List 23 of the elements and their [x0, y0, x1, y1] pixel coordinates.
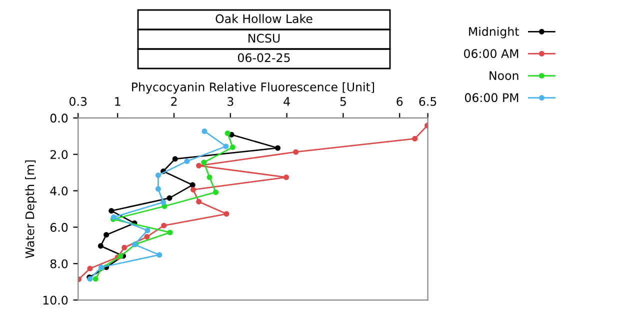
x-tick-label: 0.3	[70, 96, 87, 106]
y-tick-label: 4.0	[50, 186, 68, 196]
y-tick-label: 10.0	[43, 296, 68, 305]
x-axis-title: Phycocyanin Relative Fluorescence [Unit]	[132, 82, 374, 94]
x-tick-label: 6.5	[419, 96, 436, 106]
y-tick-label: 8.0	[50, 259, 68, 268]
x-tick-label: 4	[284, 97, 290, 106]
y-tick-label: 6.0	[50, 222, 68, 232]
chart-subtitle: NCSU	[248, 34, 280, 43]
x-tick-label: 6	[396, 96, 403, 106]
x-tick-label: 5	[340, 97, 346, 106]
legend-label: Midnight	[469, 26, 519, 38]
x-tick-label: 2	[171, 96, 177, 106]
legend-label: Noon	[490, 71, 518, 80]
y-tick-label: 2.0	[50, 150, 68, 160]
y-tick-label: 0.0	[50, 114, 68, 123]
chart-title: Oak Hollow Lake	[216, 14, 312, 24]
x-tick-label: 1	[115, 97, 120, 106]
legend-label: 06:00 PM	[464, 93, 518, 102]
x-tick-label: 3	[228, 96, 234, 106]
text: 06-02-25	[238, 53, 290, 62]
y-axis-title: Water Depth [m]	[25, 160, 37, 258]
legend-label: 06:00 AM	[464, 49, 518, 58]
